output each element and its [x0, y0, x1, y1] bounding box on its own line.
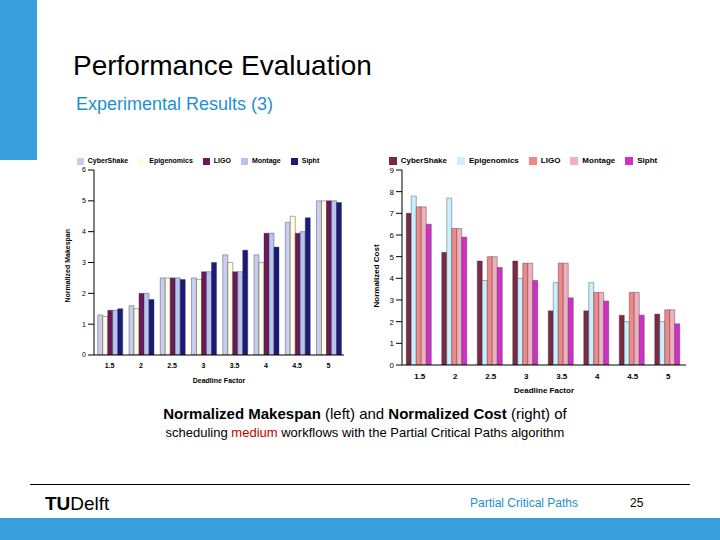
html-text:LIGO: LIGO	[540, 156, 561, 165]
html-text:25: 25	[630, 496, 644, 510]
svg-text:3: 3	[524, 372, 529, 381]
svg-text:2.5: 2.5	[167, 362, 177, 369]
svg-text:Normalized Makespan: Normalized Makespan	[64, 229, 72, 303]
svg-text:Deadline Factor: Deadline Factor	[514, 386, 574, 395]
svg-text:Normalized Cost: Normalized Cost	[372, 244, 381, 307]
svg-text:4.5: 4.5	[627, 372, 639, 381]
html-text:Epigenomics: Epigenomics	[469, 156, 519, 165]
svg-text:5: 5	[326, 362, 330, 369]
svg-text:0: 0	[390, 361, 395, 370]
svg-text:1.5: 1.5	[105, 362, 115, 369]
html-text:Montage: Montage	[582, 156, 616, 165]
html-text:Epigenomics: Epigenomics	[149, 157, 193, 164]
svg-text:9: 9	[390, 166, 395, 175]
html-text:Performance Evaluation: Performance Evaluation	[73, 50, 372, 81]
svg-text:6: 6	[390, 231, 395, 240]
html-text:CyberShake: CyberShake	[400, 156, 447, 165]
svg-text:4: 4	[595, 372, 600, 381]
svg-text:1: 1	[390, 339, 395, 348]
svg-text:2: 2	[453, 372, 458, 381]
html-text:LIGO: LIGO	[213, 157, 231, 164]
svg-text:0: 0	[82, 351, 86, 358]
html-text:CyberShake: CyberShake	[87, 157, 129, 164]
svg-text:6: 6	[82, 166, 86, 173]
html-text:TU Delft: TU Delft	[45, 493, 110, 514]
html-text:Normalized Makespan (left) and: Normalized Makespan (left) and Normalize…	[163, 405, 567, 422]
html-text:scheduling medium workflows wi: scheduling medium workflows with the Par…	[165, 425, 565, 440]
svg-text:1.5: 1.5	[414, 372, 426, 381]
svg-text:2.5: 2.5	[485, 372, 497, 381]
html-text:Montage: Montage	[251, 157, 281, 164]
svg-text:5: 5	[390, 253, 395, 262]
html-text:Experimental Results (3): Experimental Results (3)	[76, 94, 274, 114]
svg-text:3.5: 3.5	[230, 362, 240, 369]
svg-text:4: 4	[82, 228, 86, 235]
svg-text:4.5: 4.5	[292, 362, 302, 369]
html-text:Partial Critical Paths: Partial Critical Paths	[470, 496, 578, 510]
svg-text:3: 3	[201, 362, 205, 369]
svg-text:4: 4	[264, 362, 268, 369]
svg-text:2: 2	[390, 318, 395, 327]
svg-text:Deadline Factor: Deadline Factor	[193, 377, 246, 384]
svg-text:7: 7	[390, 209, 395, 218]
svg-text:1: 1	[82, 321, 86, 328]
svg-text:3.5: 3.5	[556, 372, 568, 381]
svg-text:3: 3	[390, 296, 395, 305]
svg-text:3: 3	[82, 259, 86, 266]
svg-text:2: 2	[82, 290, 86, 297]
svg-text:4: 4	[390, 274, 395, 283]
html-text:Sipht: Sipht	[637, 156, 658, 165]
svg-text:5: 5	[82, 197, 86, 204]
html-text:Sipht: Sipht	[301, 157, 320, 164]
svg-text:8: 8	[390, 188, 395, 197]
svg-text:2: 2	[139, 362, 143, 369]
svg-text:5: 5	[666, 372, 671, 381]
